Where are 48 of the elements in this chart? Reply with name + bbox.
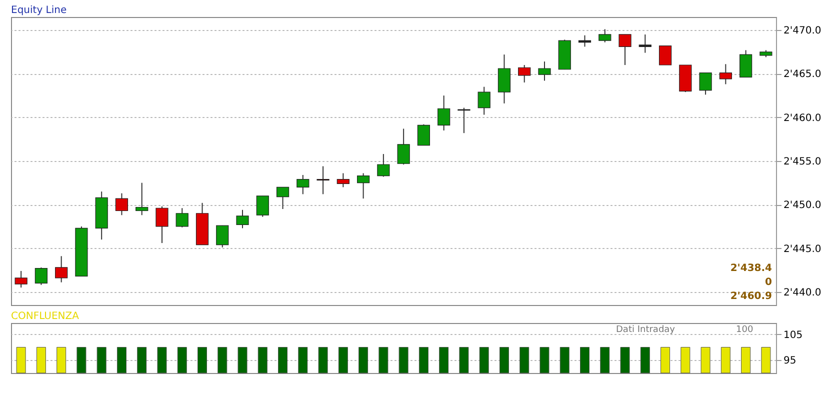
y-tick-label: 2'445.0 — [784, 244, 822, 255]
candlestick — [256, 195, 269, 218]
candlestick — [55, 256, 68, 283]
candlestick — [618, 34, 632, 66]
annotation: 2'438.4 — [730, 263, 772, 274]
candlestick — [699, 72, 712, 96]
candlestick — [578, 34, 592, 48]
candlestick — [296, 174, 310, 195]
chart-title: CONFLUENZA — [11, 311, 80, 322]
y-tick-label: 105 — [784, 330, 803, 341]
candlestick — [115, 192, 128, 216]
y-tick-label: 2'465.0 — [784, 69, 822, 80]
y-tick-label: 2'450.0 — [784, 200, 822, 212]
candlestick — [740, 50, 752, 78]
candlestick — [216, 225, 229, 248]
annotation: 2'460.9 — [730, 291, 772, 302]
candlestick — [417, 124, 430, 146]
candlestick — [316, 166, 330, 195]
y-tick-label: 2'470.0 — [784, 26, 822, 37]
candlestick — [357, 172, 370, 200]
candlestick — [377, 154, 390, 178]
candlestick — [658, 46, 672, 66]
candlestick — [14, 270, 28, 288]
candlestick — [498, 54, 511, 104]
candlestick — [478, 86, 490, 116]
candlestick — [156, 206, 168, 244]
candlestick — [538, 61, 551, 82]
candlestick — [598, 28, 612, 43]
candlestick — [719, 64, 732, 85]
candlestick — [236, 209, 249, 229]
y-tick-label: 2'440.0 — [784, 287, 822, 298]
candlestick — [34, 266, 48, 286]
candlestick — [397, 128, 410, 165]
candlestick — [638, 34, 652, 54]
candlestick — [336, 172, 350, 188]
annotation: 100 — [736, 325, 754, 335]
candlestick — [176, 208, 188, 228]
annotation: 0 — [765, 277, 772, 288]
candlestick — [136, 182, 148, 216]
candlestick — [518, 64, 531, 83]
y-tick-label: 2'455.0 — [784, 156, 822, 168]
candlestick — [458, 107, 470, 134]
y-tick-label: 2'460.0 — [784, 112, 822, 124]
candlestick — [438, 95, 450, 131]
annotation: Dati Intraday — [616, 325, 676, 335]
chart-title: Equity Line — [11, 5, 67, 16]
candlestick — [276, 186, 290, 210]
y-tick-label: 95 — [784, 356, 796, 367]
